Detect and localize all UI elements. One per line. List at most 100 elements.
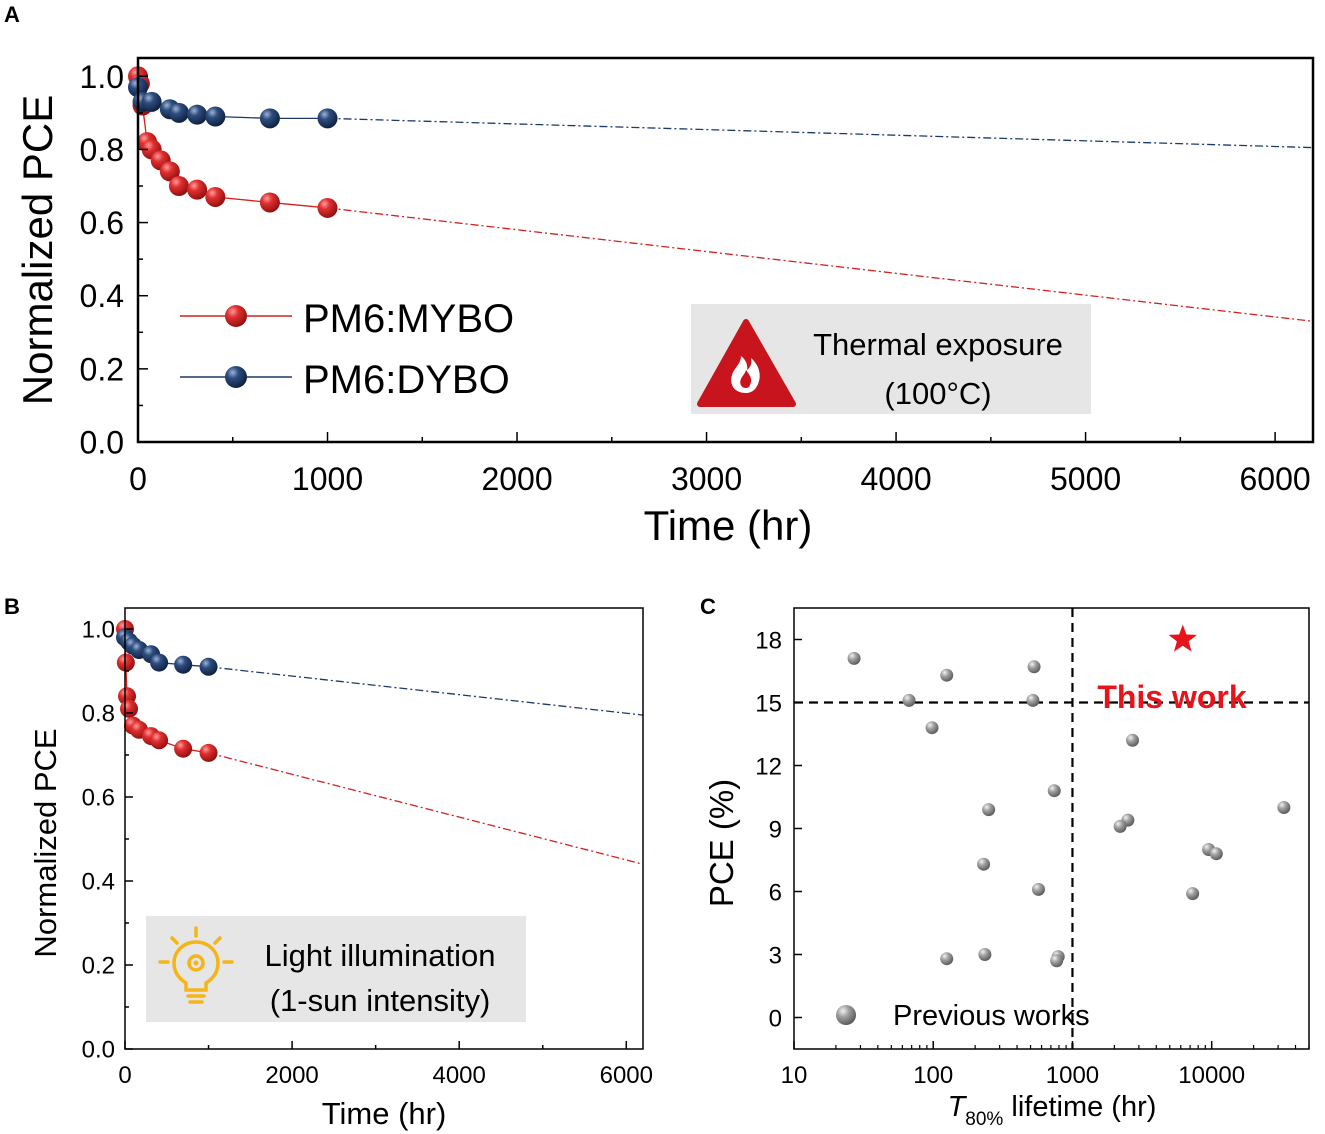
panel-c-point-previous-work	[902, 693, 916, 707]
panel-c-point-previous-work	[1047, 784, 1061, 798]
light-annotation-line1: Light illumination	[265, 938, 496, 973]
panel-b-y-tick-label: 1.0	[82, 617, 115, 644]
panel-c-y-axis-label: PCE (%)	[703, 779, 740, 907]
panel-b-point-pm6-dybo	[174, 655, 193, 674]
panel-a-plot-frame	[136, 56, 1315, 444]
panel-a-extrapolation-pm6-dybo	[327, 117, 1314, 149]
panel-c-point-previous-work	[1277, 801, 1291, 814]
panel-c-point-previous-work	[1026, 693, 1040, 707]
panel-c-point-previous-work	[977, 857, 991, 871]
panel-a-point-pm6-dybo	[168, 102, 189, 123]
panel-a-x-tick-label: 5000	[1050, 461, 1121, 497]
panel-a-x-axis-label: Time (hr)	[644, 502, 813, 549]
panel-a-point-pm6-dybo	[259, 108, 280, 129]
panel-b-extrapolation-pm6-mybo	[208, 752, 644, 865]
panel-b-y-axis-label: Normalized PCE	[28, 728, 63, 957]
panel-c-point-previous-work	[940, 952, 954, 966]
panel-b-extrapolation-pm6-dybo	[208, 666, 644, 716]
panel-c-point-previous-work	[1209, 847, 1223, 861]
panel-a-x-tick-label: 1000	[292, 461, 363, 497]
panel-a-x-tick-label: 0	[129, 461, 147, 497]
panel-c-point-previous-work	[1126, 733, 1140, 747]
panel-b-x-axis-label: Time (hr)	[322, 1096, 447, 1131]
panel-c-point-previous-work	[978, 948, 992, 961]
panel-a-line-pm6-mybo	[137, 76, 328, 209]
legend-label-dybo: PM6:DYBO	[303, 358, 510, 402]
panel-letter-c: C	[700, 594, 716, 619]
panel-a-x-tick-label: 6000	[1240, 461, 1311, 497]
panel-c-legend: Previous works	[836, 1000, 1090, 1032]
panel-c-plot-frame	[793, 607, 1310, 1050]
panel-b-point-pm6-dybo	[199, 657, 218, 676]
legend-marker-dybo	[225, 366, 247, 388]
thermal-annotation-line2: (100°C)	[884, 376, 991, 411]
panel-b-y-tick-label: 0.6	[82, 785, 115, 812]
panel-a-x-tick-label: 2000	[481, 461, 552, 497]
panel-c-point-previous-work	[1031, 882, 1045, 896]
panel-c-point-previous-work	[1050, 954, 1064, 968]
legend-marker-previous-works	[836, 1005, 856, 1025]
panel-a-point-pm6-mybo	[205, 186, 226, 207]
panel-b-x-tick-label: 2000	[265, 1062, 318, 1089]
panel-a-point-pm6-dybo	[141, 91, 162, 112]
panel-b-point-pm6-dybo	[150, 653, 169, 672]
panel-c-x-tick-label: 1000	[1046, 1062, 1099, 1089]
panel-b-point-pm6-mybo	[116, 653, 135, 672]
panel-b-y-tick-label: 0.0	[82, 1037, 115, 1064]
panel-a-y-tick-label: 1.0	[80, 59, 124, 95]
panel-c-point-previous-work	[1027, 660, 1041, 674]
panel-a-chart: Thermal exposure (100°C) 0 1000 2000 3000 40…	[14, 56, 1315, 549]
panel-c-point-previous-work	[1186, 887, 1200, 901]
panel-b-x-tick-label: 6000	[600, 1062, 653, 1089]
panel-a-x-tick-label: 3000	[671, 461, 742, 497]
panel-c-point-previous-work	[982, 803, 996, 817]
panel-c-point-previous-work	[847, 651, 861, 665]
panel-b-x-tick-label: 0	[118, 1062, 131, 1089]
panel-a-point-pm6-mybo	[168, 176, 189, 196]
panel-b-point-pm6-mybo	[174, 739, 193, 758]
panel-c-y-tick-label: 15	[755, 691, 782, 718]
panel-c-y-tick-label: 18	[755, 628, 782, 655]
panel-b-y-tick-label: 0.2	[82, 953, 115, 980]
lightbulb-icon	[158, 926, 234, 1004]
panel-b-y-tick-label: 0.8	[82, 701, 115, 728]
panel-a-point-pm6-dybo	[187, 104, 208, 125]
panel-b-plot-frame	[124, 607, 644, 1050]
panel-b-point-pm6-mybo	[120, 699, 139, 718]
thermal-annotation-line1: Thermal exposure	[813, 327, 1063, 362]
legend-label-mybo: PM6:MYBO	[303, 297, 514, 341]
panel-c-y-tick-label: 6	[769, 880, 782, 907]
panel-b-x-tick-label: 4000	[432, 1062, 485, 1089]
legend-marker-mybo	[225, 305, 247, 327]
thermal-annotation: Thermal exposure (100°C)	[691, 304, 1091, 414]
panel-c-x-axis-label: T80% lifetime (hr)	[948, 1091, 1157, 1130]
panel-c-y-tick-label: 12	[755, 754, 782, 781]
panel-a-x-tick-label: 4000	[860, 461, 931, 497]
panel-a-y-tick-label: 0.4	[80, 278, 124, 314]
panel-c-point-previous-work	[1113, 819, 1127, 833]
panel-b-point-pm6-mybo	[150, 731, 169, 750]
panel-a-point-pm6-dybo	[205, 106, 226, 127]
panel-b-chart: Light illumination (1-sun intensity) 0 20…	[28, 607, 653, 1131]
panel-a-y-axis-label: Normalized PCE	[14, 95, 61, 405]
panel-letter-b: B	[4, 594, 20, 619]
panel-c-x-tick-label: 10000	[1178, 1062, 1245, 1089]
this-work-label: This work	[1097, 679, 1247, 715]
panel-a-point-pm6-dybo	[317, 108, 338, 129]
panel-a-y-tick-label: 0.2	[80, 351, 124, 387]
light-annotation: Light illumination (1-sun intensity)	[146, 916, 526, 1022]
panel-a-point-pm6-mybo	[259, 192, 280, 213]
this-work-star-marker	[1168, 624, 1198, 652]
panel-a-y-tick-label: 0.0	[80, 425, 124, 461]
legend-label-previous-works: Previous works	[893, 1000, 1090, 1032]
panel-letter-a: A	[4, 2, 20, 27]
panel-c-y-tick-label: 9	[769, 817, 782, 844]
light-annotation-box	[146, 916, 526, 1022]
panel-c-x-tick-label: 100	[913, 1062, 953, 1089]
panel-c-y-tick-label: 0	[769, 1006, 782, 1033]
panel-a-y-tick-label: 0.8	[80, 132, 124, 168]
panel-a-extrapolation-pm6-mybo	[327, 207, 1314, 322]
panel-a-y-tick-label: 0.6	[80, 205, 124, 241]
panel-a-point-pm6-mybo	[187, 179, 208, 200]
